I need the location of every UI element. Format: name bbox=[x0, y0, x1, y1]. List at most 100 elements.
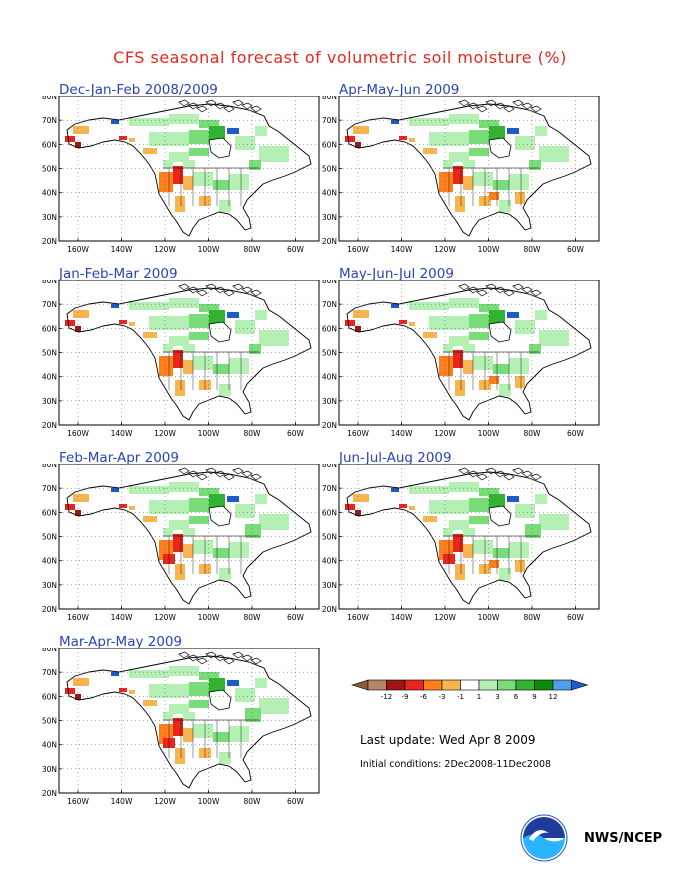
moisture-cell bbox=[235, 320, 255, 334]
moisture-cell bbox=[473, 356, 493, 370]
legend-swatch bbox=[497, 679, 517, 691]
arctic-island bbox=[241, 102, 253, 110]
lon-tick-label: 140W bbox=[111, 429, 133, 438]
lat-tick-label: 30N bbox=[42, 765, 57, 774]
moisture-cell bbox=[169, 520, 189, 530]
lat-tick-label: 40N bbox=[42, 189, 57, 198]
moisture-cell bbox=[213, 364, 229, 374]
moisture-cell bbox=[455, 564, 465, 580]
hudson-bay bbox=[488, 505, 512, 527]
lat-tick-label: 70N bbox=[322, 300, 337, 309]
color-legend: -12 -9 -6 -3 -1 1 3 6 9 12 bbox=[350, 679, 589, 701]
lon-tick-label: 160W bbox=[67, 797, 89, 806]
moisture-cell bbox=[169, 298, 199, 308]
lat-tick-label: 30N bbox=[322, 213, 337, 222]
moisture-cell bbox=[219, 752, 231, 764]
moisture-cell bbox=[515, 504, 535, 518]
arctic-island bbox=[485, 467, 497, 475]
panel-title: Jan-Feb-Mar 2009 bbox=[59, 266, 178, 282]
lon-tick-label: 80W bbox=[524, 429, 542, 438]
arctic-island bbox=[458, 467, 470, 475]
moisture-cell bbox=[499, 200, 511, 212]
lat-tick-label: 60N bbox=[322, 508, 337, 517]
lat-tick-label: 70N bbox=[42, 116, 57, 125]
moisture-cell bbox=[499, 384, 511, 396]
arctic-island bbox=[458, 283, 470, 291]
moisture-cell bbox=[255, 126, 267, 136]
arctic-island bbox=[187, 470, 199, 478]
moisture-cell bbox=[169, 704, 189, 714]
moisture-cell bbox=[353, 310, 369, 318]
moisture-cell bbox=[409, 506, 415, 510]
moisture-cell bbox=[449, 482, 479, 492]
arctic-island bbox=[250, 657, 262, 665]
moisture-cell bbox=[129, 138, 135, 142]
legend-label: 3 bbox=[495, 693, 499, 701]
lat-tick-label: 80N bbox=[322, 96, 337, 101]
arctic-island bbox=[512, 467, 524, 475]
arctic-island bbox=[530, 473, 542, 481]
moisture-cell bbox=[189, 700, 209, 708]
moisture-cell bbox=[259, 146, 289, 162]
legend-label: -6 bbox=[420, 693, 428, 701]
moisture-cell bbox=[453, 350, 463, 368]
moisture-cell bbox=[65, 688, 75, 694]
lat-tick-label: 40N bbox=[42, 557, 57, 566]
arctic-island bbox=[250, 289, 262, 297]
moisture-cell bbox=[119, 320, 127, 324]
moisture-cell bbox=[509, 542, 529, 558]
moisture-cell bbox=[443, 160, 453, 168]
lon-tick-label: 140W bbox=[391, 245, 413, 254]
moisture-cell bbox=[479, 120, 499, 128]
lat-tick-label: 40N bbox=[322, 373, 337, 382]
arctic-island bbox=[530, 289, 542, 297]
moisture-cell bbox=[469, 516, 489, 524]
panel-map: 80N 70N 60N 50N 40N 30N 20N 160W 140W 120W 100W 80W… bbox=[42, 648, 320, 806]
moisture-cell bbox=[439, 356, 453, 376]
arctic-island bbox=[485, 283, 497, 291]
arctic-island bbox=[494, 286, 506, 294]
moisture-cell bbox=[455, 196, 465, 212]
moisture-cell bbox=[73, 126, 89, 134]
moisture-cell bbox=[129, 118, 169, 126]
legend-label: -1 bbox=[457, 693, 464, 701]
moisture-cell bbox=[183, 360, 193, 374]
arctic-island bbox=[196, 105, 208, 113]
lon-tick-label: 120W bbox=[434, 429, 456, 438]
legend-swatch bbox=[441, 679, 461, 691]
moisture-cell bbox=[229, 358, 249, 374]
moisture-cell bbox=[449, 520, 469, 530]
moisture-cell bbox=[189, 498, 209, 512]
moisture-cell bbox=[119, 136, 127, 140]
lon-tick-label: 160W bbox=[347, 429, 369, 438]
moisture-cell bbox=[213, 180, 229, 190]
arctic-island bbox=[494, 102, 506, 110]
arctic-island bbox=[476, 105, 488, 113]
moisture-cell bbox=[175, 748, 185, 764]
panel-map: 80N 70N 60N 50N 40N 30N 20N 160W 140W 120W 100W 80W… bbox=[42, 464, 320, 622]
lat-tick-label: 60N bbox=[322, 324, 337, 333]
arctic-island bbox=[521, 286, 533, 294]
moisture-cell bbox=[199, 120, 219, 128]
arctic-island bbox=[232, 283, 244, 291]
lon-tick-label: 120W bbox=[154, 797, 176, 806]
legend-swatch bbox=[423, 679, 443, 691]
arctic-island bbox=[232, 99, 244, 107]
noaa-logo bbox=[520, 814, 568, 862]
credit-label: NWS/NCEP bbox=[584, 831, 663, 846]
legend-label: -9 bbox=[402, 693, 409, 701]
moisture-cell bbox=[111, 672, 119, 676]
moisture-cell bbox=[183, 160, 195, 168]
moisture-cell bbox=[529, 344, 541, 354]
moisture-cell bbox=[193, 724, 213, 738]
moisture-cell bbox=[183, 176, 193, 190]
lon-tick-label: 60W bbox=[567, 245, 585, 254]
moisture-cell bbox=[535, 310, 547, 320]
moisture-cell bbox=[169, 114, 199, 124]
arctic-island bbox=[530, 105, 542, 113]
lat-tick-label: 40N bbox=[42, 373, 57, 382]
lat-tick-label: 20N bbox=[322, 237, 337, 246]
moisture-cell bbox=[469, 130, 489, 144]
moisture-cell bbox=[449, 114, 479, 124]
moisture-cell bbox=[175, 380, 185, 396]
